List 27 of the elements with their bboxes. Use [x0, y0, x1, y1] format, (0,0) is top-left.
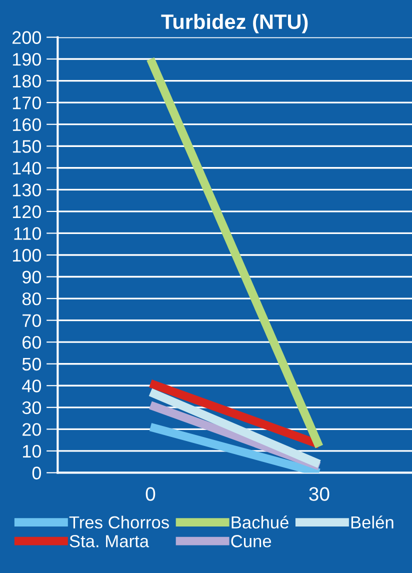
y-tick-label: 120 [12, 205, 42, 218]
y-tick-label: 110 [14, 227, 42, 240]
y-tick-label: 10 [23, 444, 42, 458]
legend-label: Bachué [232, 516, 288, 529]
y-tick-label: 170 [12, 96, 42, 110]
legend-label: Sta. Marta [70, 535, 150, 548]
y-tick-label: 20 [22, 423, 42, 436]
y-tick-label: 160 [12, 118, 42, 132]
legend-label: Belén [351, 516, 394, 529]
y-tick-label: 50 [22, 358, 42, 371]
y-tick-label: 40 [22, 380, 42, 392]
y-tick-label: 190 [12, 52, 42, 66]
y-tick-label: 90 [22, 270, 42, 284]
y-tick-label: 60 [22, 336, 42, 349]
y-tick-label: 130 [12, 184, 42, 196]
y-tick-label: 30 [22, 401, 42, 414]
legend-label: Tres Chorros [69, 516, 169, 529]
y-tick-label: 100 [12, 248, 42, 262]
legend-label: Cune [231, 535, 272, 548]
y-tick-label: 0 [32, 466, 41, 480]
y-tick-label: 200 [12, 31, 42, 44]
chart-title: Turbidez (NTU) [161, 14, 308, 34]
y-tick-label: 140 [12, 162, 42, 175]
y-tick-label: 80 [22, 292, 42, 306]
y-tick-label: 70 [22, 314, 42, 328]
y-tick-label: 150 [12, 140, 42, 153]
y-tick-label: 180 [12, 74, 42, 88]
